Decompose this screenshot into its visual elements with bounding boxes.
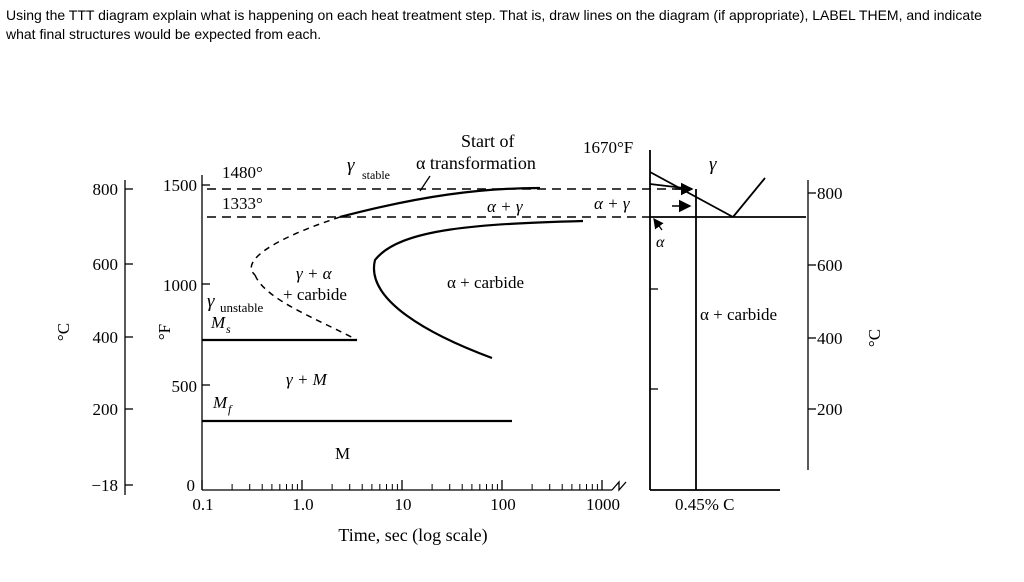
time-tick-1.0: 1.0 <box>292 495 313 514</box>
ms-subscript: s <box>226 322 231 336</box>
c-tick-400: 400 <box>93 328 119 347</box>
f-tick-1500: 1500 <box>163 176 197 195</box>
f-tick-0: 0 <box>187 476 196 495</box>
c-axis-label-left: °C <box>54 323 73 341</box>
phase-alpha-gamma-label: α + γ <box>594 194 631 213</box>
f-axis-label: °F <box>155 324 174 340</box>
alpha-gamma-region-label: α + γ <box>487 197 524 216</box>
alpha-carbide-region-label: α + carbide <box>447 273 524 292</box>
start-curve-solid <box>339 186 541 219</box>
right-c-tick-800: 800 <box>817 184 843 203</box>
composition-label: 0.45% C <box>675 495 735 514</box>
time-axis-label: Time, sec (log scale) <box>338 525 487 546</box>
time-tick-0.1: 0.1 <box>192 495 213 514</box>
gamma-m-region-label: γ + M <box>286 370 328 389</box>
gamma-stable-subscript: stable <box>362 168 390 182</box>
f-tick-1000: 1000 <box>163 276 197 295</box>
critical-temperature-lines <box>207 188 692 218</box>
plus-carbide-region-label: + carbide <box>283 285 347 304</box>
c-tick-200: 200 <box>93 400 119 419</box>
temp-1333-label: 1333° <box>222 194 263 213</box>
mf-subscript: f <box>228 402 233 416</box>
phase-alpha-label: α <box>656 234 665 251</box>
time-tick-10: 10 <box>395 495 412 514</box>
time-axis-minor-ticks <box>231 484 598 490</box>
alpha-transformation-label: α transformation <box>416 153 536 173</box>
c-axis-label-right: °C <box>865 329 884 347</box>
c-tick-600: 600 <box>93 255 119 274</box>
phase-diagram <box>649 150 806 491</box>
time-tick-100: 100 <box>490 495 516 514</box>
right-c-tick-600: 600 <box>817 256 843 275</box>
gamma-alpha-region-label: γ + α <box>296 264 333 283</box>
right-c-tick-200: 200 <box>817 400 843 419</box>
time-tick-1000: 1000 <box>586 495 620 514</box>
martensite-region-label: M <box>335 444 350 463</box>
temp-1670-label: 1670°F <box>583 138 633 157</box>
phase-gamma-label: γ <box>709 154 717 175</box>
start-of-label: Start of <box>461 131 515 151</box>
a3-line <box>649 171 734 218</box>
time-axis <box>201 480 612 491</box>
mf-label: M <box>212 393 228 412</box>
temp-1480-label: 1480° <box>222 163 263 182</box>
question-text: Using the TTT diagram explain what is ha… <box>6 7 982 42</box>
celsius-axis-left <box>124 180 133 495</box>
gamma-stable-label: γ <box>347 155 355 176</box>
f-tick-500: 500 <box>172 377 198 396</box>
axis-break <box>611 480 627 492</box>
c-tick-800: 800 <box>93 180 119 199</box>
alpha-boundary <box>649 183 693 190</box>
start-curve-dashed-upper <box>250 216 341 276</box>
alpha-pointer-arrow <box>653 217 664 231</box>
start-of-transformation-pointer <box>419 175 431 192</box>
gamma-unstable-label: γ <box>207 291 215 312</box>
celsius-axis-right <box>807 180 816 470</box>
acm-line <box>732 177 766 218</box>
c-tick-minus18: −18 <box>91 476 118 495</box>
phase-alpha-carbide-label: α + carbide <box>700 305 777 324</box>
gamma-unstable-subscript: unstable <box>220 300 264 315</box>
right-c-tick-400: 400 <box>817 329 843 348</box>
transformation-curves <box>250 186 584 360</box>
ms-label: M <box>210 313 226 332</box>
end-curve-solid <box>372 219 584 360</box>
fahrenheit-axis <box>201 175 210 490</box>
